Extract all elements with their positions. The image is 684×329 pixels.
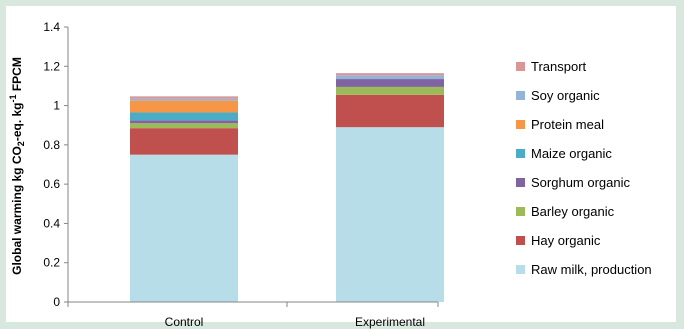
bar-segment-transport-control xyxy=(130,96,238,99)
y-tick-label: 0.6 xyxy=(43,177,60,191)
y-tick-label: 0.2 xyxy=(43,256,60,270)
bar-segment-hay-organic-control xyxy=(130,128,238,155)
y-axis-label: Global warming kg CO2-eq. kg-1 FPCM xyxy=(8,57,26,275)
legend-label: Barley organic xyxy=(531,204,615,219)
bar-segment-sorghum-organic-control xyxy=(130,120,238,124)
bar-segment-maize-organic-control xyxy=(130,112,238,121)
legend-label: Transport xyxy=(531,59,587,74)
legend-swatch xyxy=(516,149,525,158)
legend-swatch xyxy=(516,178,525,187)
legend: Transport Soy organic Protein meal Maize or… xyxy=(516,59,652,277)
bar-segment-barley-organic-experimental xyxy=(336,86,444,95)
legend-label: Soy organic xyxy=(531,88,600,103)
legend-label: Maize organic xyxy=(531,146,612,161)
legend-swatch xyxy=(516,236,525,245)
bar-segment-transport-experimental xyxy=(336,73,444,76)
y-axis: 0 0.2 0.4 0.6 0.8 1 1.2 1.4 xyxy=(43,20,69,309)
y-tick-label: 1.2 xyxy=(43,59,60,73)
bar-segment-raw-milk-production-experimental xyxy=(336,127,444,302)
y-tick-label: 0 xyxy=(53,295,60,309)
bar-segment-raw-milk-production-control xyxy=(130,154,238,302)
x-tick-label: Experimental xyxy=(355,315,425,329)
bar-segment-protein-meal-control xyxy=(130,100,238,113)
bar-segment-sorghum-organic-experimental xyxy=(336,79,444,87)
legend-label: Sorghum organic xyxy=(531,175,630,190)
bar-segment-hay-organic-experimental xyxy=(336,94,444,128)
legend-swatch xyxy=(516,265,525,274)
bar-segment-barley-organic-control xyxy=(130,123,238,129)
bar-segment-soy-organic-experimental xyxy=(336,75,444,80)
x-tick-label: Control xyxy=(165,315,204,329)
legend-swatch xyxy=(516,91,525,100)
y-tick-label: 0.8 xyxy=(43,138,60,152)
legend-label: Hay organic xyxy=(531,233,601,248)
bar-segment-soy-organic-control xyxy=(130,98,238,101)
x-axis: Control Experimental xyxy=(67,301,439,329)
y-tick-label: 0.4 xyxy=(43,216,60,230)
y-tick-label: 1.4 xyxy=(43,20,60,34)
bars xyxy=(130,73,444,302)
legend-swatch xyxy=(516,62,525,71)
legend-label: Protein meal xyxy=(531,117,604,132)
y-tick-label: 1 xyxy=(53,99,60,113)
legend-swatch xyxy=(516,120,525,129)
legend-label: Raw milk, production xyxy=(531,262,652,277)
legend-swatch xyxy=(516,207,525,216)
